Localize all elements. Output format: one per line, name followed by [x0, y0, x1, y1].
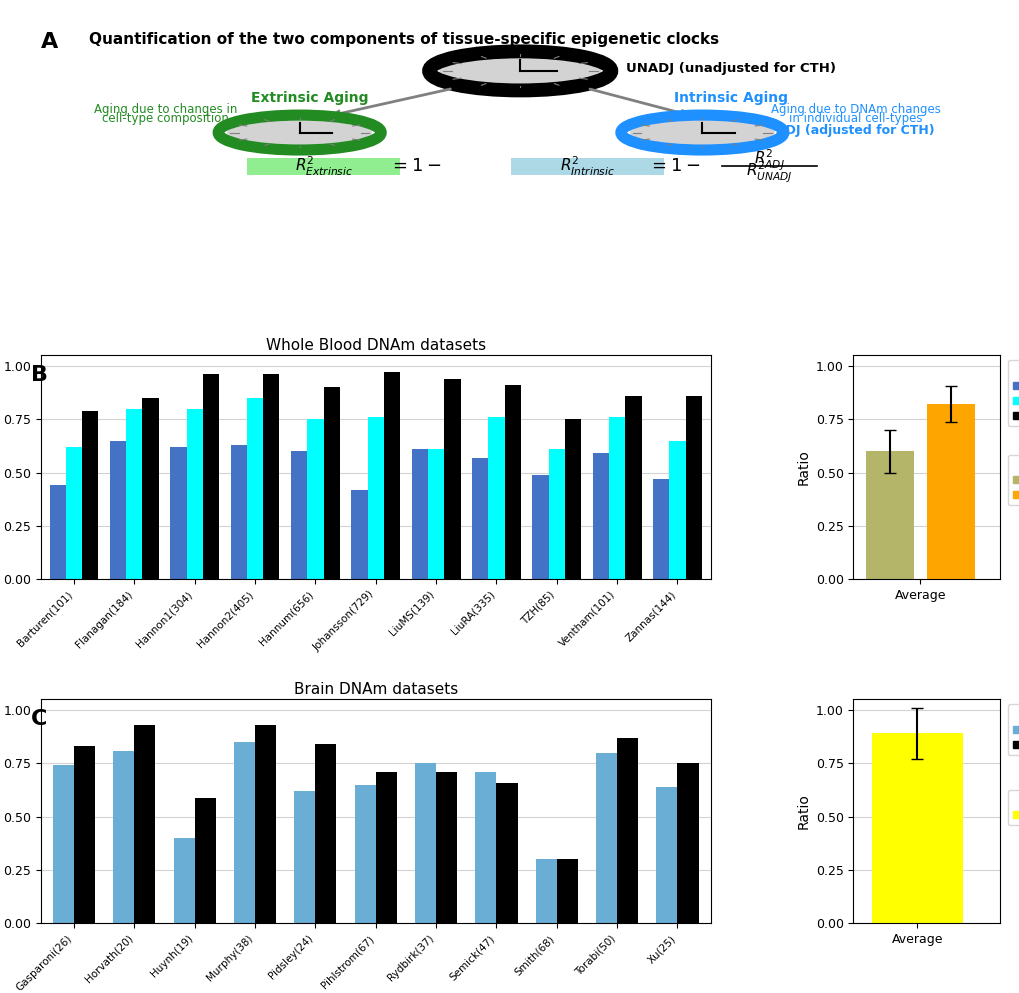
Bar [315, 744, 336, 923]
Bar [110, 441, 126, 579]
Bar [53, 766, 74, 923]
Text: B: B [31, 365, 48, 385]
Bar [625, 396, 641, 579]
Bar [307, 419, 323, 579]
Bar [230, 445, 247, 579]
Bar [652, 479, 668, 579]
Bar [263, 374, 279, 579]
Legend: R²(ADJ)/R²(UNADJ): R²(ADJ)/R²(UNADJ) [1007, 789, 1019, 825]
Bar [293, 791, 315, 923]
Circle shape [630, 117, 773, 148]
Bar [592, 454, 608, 579]
Text: UNADJ (unadjusted for CTH): UNADJ (unadjusted for CTH) [625, 63, 835, 75]
Bar [323, 387, 339, 579]
Bar [186, 408, 203, 579]
Y-axis label: Ratio: Ratio [796, 450, 809, 486]
Bar [143, 398, 159, 579]
Bar [608, 417, 625, 579]
Text: Extrinsic Aging: Extrinsic Aging [251, 90, 368, 104]
Bar [436, 772, 457, 923]
FancyBboxPatch shape [511, 158, 663, 175]
Bar [247, 398, 263, 579]
Bar [74, 747, 95, 923]
Bar [444, 378, 460, 579]
Bar [412, 449, 428, 579]
Bar [565, 419, 581, 579]
Bar [195, 797, 216, 923]
Bar [472, 458, 488, 579]
Text: A: A [41, 32, 58, 52]
Text: Aging due to changes in: Aging due to changes in [94, 103, 236, 116]
Bar [170, 447, 186, 579]
Bar [415, 764, 436, 923]
Text: C: C [31, 709, 47, 729]
Bar [504, 385, 521, 579]
Bar [871, 734, 962, 923]
Bar [428, 449, 444, 579]
Text: Quantification of the two components of tissue-specific epigenetic clocks: Quantification of the two components of … [89, 32, 718, 47]
Y-axis label: Ratio: Ratio [796, 793, 809, 829]
Bar [865, 451, 913, 579]
Text: $R^2_{Extrinsic}$: $R^2_{Extrinsic}$ [294, 155, 353, 178]
Text: Intrinsic Aging: Intrinsic Aging [674, 90, 788, 104]
Bar [556, 859, 578, 923]
Legend: R²(12CT)/R²(UNADJ), R²(9CT)/R²(UNADJ): R²(12CT)/R²(UNADJ), R²(9CT)/R²(UNADJ) [1007, 455, 1019, 505]
Text: $= 1 -$: $= 1 -$ [388, 158, 440, 176]
Title: Brain DNAm datasets: Brain DNAm datasets [293, 682, 458, 697]
FancyBboxPatch shape [247, 158, 400, 175]
Bar [135, 725, 155, 923]
Text: $R^2_{ADJ}$: $R^2_{ADJ}$ [753, 148, 785, 173]
Text: $R^2_{Intrinsic}$: $R^2_{Intrinsic}$ [559, 155, 614, 178]
Bar [351, 490, 367, 579]
Bar [685, 396, 701, 579]
Text: in individual cell-types: in individual cell-types [789, 111, 921, 125]
Bar [83, 411, 99, 579]
Bar [203, 374, 219, 579]
Circle shape [227, 117, 371, 148]
Bar [355, 784, 375, 923]
Bar [535, 859, 556, 923]
Bar [496, 782, 517, 923]
Bar [548, 449, 565, 579]
Bar [126, 408, 143, 579]
Bar [616, 738, 638, 923]
Bar [383, 372, 399, 579]
Bar [66, 447, 83, 579]
Bar [595, 753, 616, 923]
Bar [367, 417, 383, 579]
Text: cell-type composition: cell-type composition [102, 111, 228, 125]
Bar [375, 772, 396, 923]
Bar [173, 838, 195, 923]
Bar [668, 441, 685, 579]
Bar [488, 417, 504, 579]
Bar [677, 764, 698, 923]
Title: Whole Blood DNAm datasets: Whole Blood DNAm datasets [265, 338, 485, 353]
Circle shape [439, 54, 600, 88]
Bar [655, 786, 677, 923]
Bar [925, 404, 974, 579]
Bar [475, 772, 496, 923]
Text: Aging due to DNAm changes: Aging due to DNAm changes [770, 103, 940, 116]
Text: ADJ (adjusted for CTH): ADJ (adjusted for CTH) [775, 124, 934, 137]
Bar [255, 725, 276, 923]
Bar [50, 486, 66, 579]
Bar [113, 751, 135, 923]
Text: $= 1 -$: $= 1 -$ [647, 158, 699, 176]
Bar [233, 742, 255, 923]
Bar [532, 475, 548, 579]
Bar [290, 451, 307, 579]
Text: $R^2_{UNADJ}$: $R^2_{UNADJ}$ [745, 160, 792, 185]
